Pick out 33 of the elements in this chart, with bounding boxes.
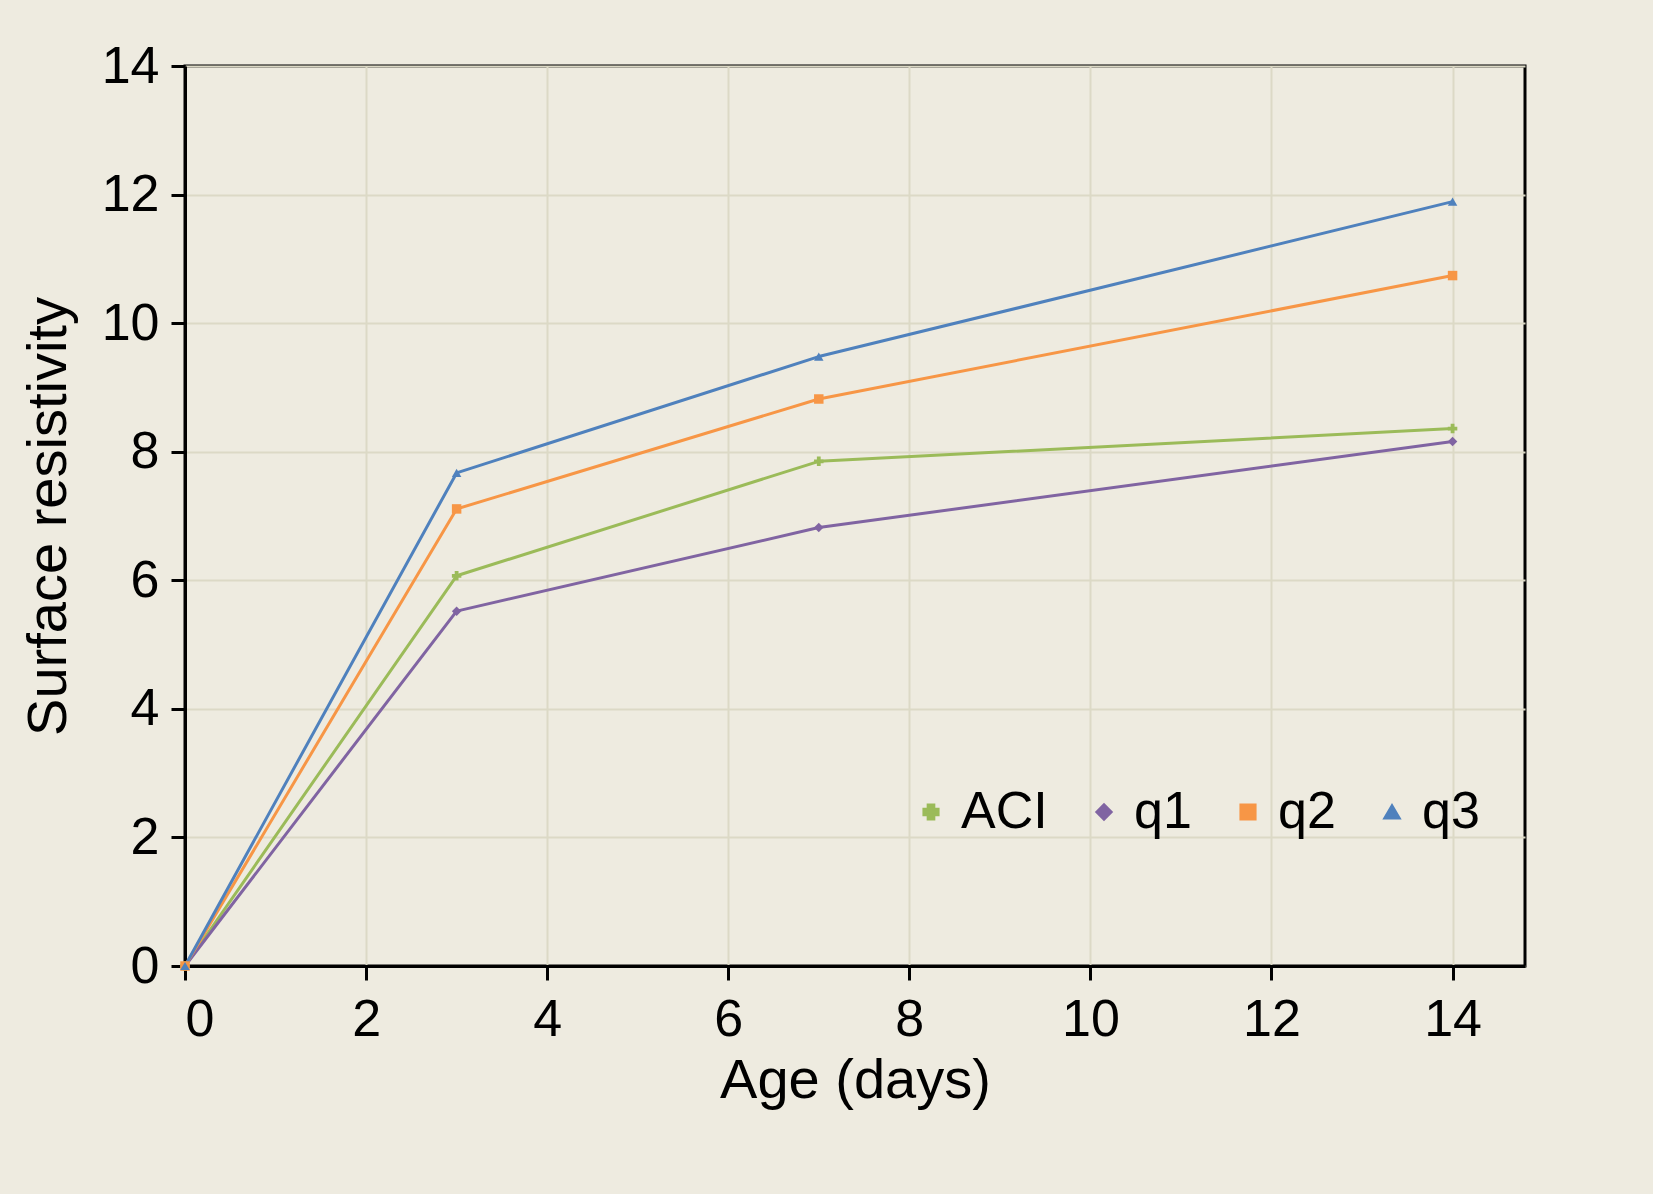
y-tick-label: 10 — [101, 292, 160, 351]
x-tick-label: 2 — [352, 988, 382, 1047]
x-tick-label: 12 — [1243, 988, 1301, 1047]
y-tick-label: 8 — [130, 421, 160, 480]
legend-label: ACI — [961, 781, 1048, 839]
y-tick-label: 0 — [130, 935, 160, 994]
legend-label: q1 — [1134, 781, 1192, 839]
x-tick-label: 8 — [895, 988, 925, 1047]
y-tick-label: 4 — [130, 678, 160, 737]
y-axis-title: Surface resistivity — [14, 297, 78, 736]
y-tick-label: 2 — [130, 806, 160, 865]
point — [814, 394, 824, 404]
point — [814, 522, 824, 533]
legend-label: q2 — [1278, 781, 1336, 839]
legend-label: q3 — [1422, 781, 1480, 839]
point — [814, 352, 824, 361]
y-tick-label: 12 — [101, 164, 160, 223]
point — [451, 571, 462, 581]
point — [451, 504, 462, 514]
point — [1447, 436, 1458, 447]
x-tick-label: 10 — [1061, 988, 1120, 1047]
x-tick-label: 0 — [185, 988, 215, 1047]
x-axis-title: Age (days) — [720, 1046, 991, 1110]
x-tick-label: 4 — [533, 988, 563, 1047]
y-tick-label: 6 — [130, 549, 160, 608]
x-tick-label: 6 — [714, 988, 744, 1047]
point — [814, 456, 824, 467]
point — [1447, 270, 1458, 281]
y-tick-label: 14 — [101, 35, 160, 94]
point — [1447, 197, 1458, 206]
x-tick-label: 14 — [1424, 988, 1482, 1047]
point — [451, 468, 462, 478]
point — [451, 606, 462, 616]
